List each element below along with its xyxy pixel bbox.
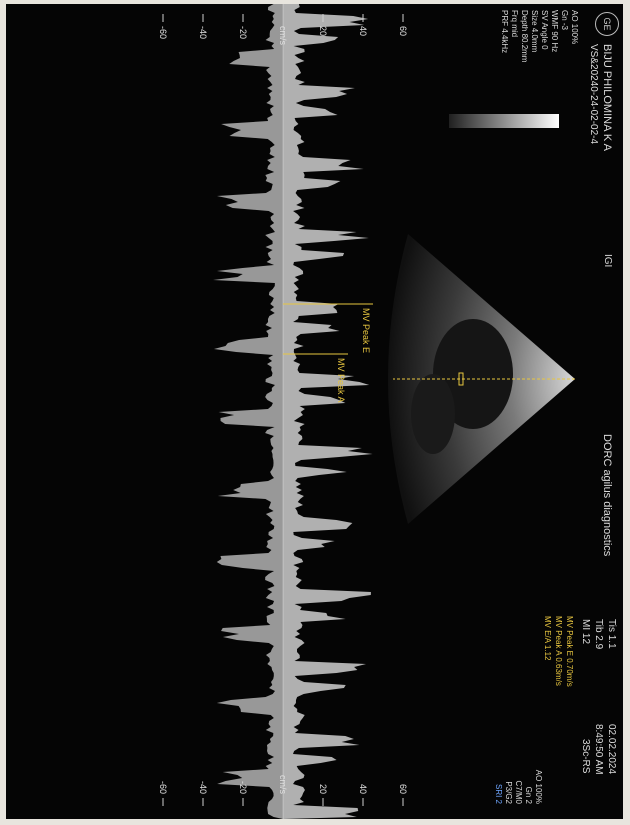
mv-peak-e-label: MV Peak E	[361, 308, 371, 353]
exam-time: 8:49:50 AM	[593, 724, 604, 775]
velocity-scale-left: 60 40 20 -20 -40 -60 cm/s	[158, 14, 408, 45]
param-line: Gn -3	[560, 10, 569, 31]
scale-tick-label: -20	[238, 26, 248, 39]
grayscale-bar	[449, 114, 559, 128]
mi-value: MI 12	[580, 619, 591, 645]
left-parameter-list: AO 100% Gn -3 WMF 90 Hz SV Angle 0 Size …	[499, 10, 579, 62]
clinic-name: DORC agilus diagnostics	[601, 434, 613, 557]
scale-tick-label: -20	[238, 781, 248, 794]
doppler-spectrum: 60 40 20 -20 -40 -60 cm/s 60 40 20 -20 -40 -60 cm/s …	[6, 4, 433, 819]
probe-model: 3Sc-RS	[580, 739, 591, 774]
scale-tick-label: -40	[198, 781, 208, 794]
param-line: PRF 4.4kHz	[500, 10, 509, 54]
echo-sector-image	[383, 214, 583, 544]
tib-value: Tib 2.9	[593, 619, 604, 650]
measurement-mv-peak-a: MV Peak A 0.63m/s	[554, 616, 563, 686]
scale-unit-label: cm/s	[278, 26, 288, 45]
scale-tick-label: 60	[398, 26, 408, 36]
param-line: AO 100%	[534, 769, 543, 804]
param-line: P3/G2	[504, 781, 513, 804]
mv-peak-a-label: MV Peak A	[336, 358, 346, 403]
measurement-list: MV Peak E 0.70m/s MV Peak A 0.63m/s MV E…	[542, 616, 575, 687]
exam-date: 02.02.2024	[606, 724, 617, 775]
tis-value: Tis 1.1	[606, 619, 617, 649]
spectrum-envelope-reverse	[213, 4, 283, 819]
param-line: SV Angle 0	[540, 10, 549, 50]
ultrasound-canvas: GE BIJU PHILOMINA K A VS&20240-24-02-02-…	[6, 4, 623, 819]
scale-unit-label: cm/s	[278, 775, 288, 794]
velocity-scale-right: 60 40 20 -20 -40 -60 cm/s	[158, 775, 408, 806]
scale-tick-label: 20	[318, 26, 328, 36]
measurement-mv-ea: MV E/A 1.12	[543, 616, 552, 661]
param-line: Frq mid	[510, 10, 519, 38]
scale-tick-label: 60	[398, 784, 408, 794]
ge-logo-icon: GE	[595, 12, 619, 36]
chamber-cavity	[411, 374, 455, 454]
param-line: SRI 2	[494, 783, 503, 804]
spectrum-waveform	[213, 4, 373, 819]
param-line: WMF 90 Hz	[550, 10, 559, 53]
param-line: Size 4.0mm	[530, 10, 539, 53]
scale-tick-label: -60	[158, 26, 168, 39]
param-line: AO 100%	[570, 10, 579, 45]
spectrum-envelope-forward	[283, 4, 373, 819]
right-parameter-list: AO 100% Gn 2 C7/M0 P3/G2 SRI 2	[493, 694, 543, 804]
scale-tick-label: 40	[358, 784, 368, 794]
sample-volume-gate	[458, 372, 464, 386]
probe-label: IGI	[602, 254, 613, 268]
measurement-mv-peak-e: MV Peak E 0.70m/s	[565, 616, 574, 687]
patient-name: BIJU PHILOMINA K A	[601, 44, 613, 151]
study-id: VS&20240-24-02-02-4	[588, 44, 599, 145]
scale-tick-label: 20	[318, 784, 328, 794]
scale-tick-label: -40	[198, 26, 208, 39]
param-line: C7/M0	[514, 780, 523, 804]
param-line: Depth 80.2mm	[520, 10, 529, 63]
param-line: Gn 2	[524, 786, 533, 804]
ultrasound-screen: GE BIJU PHILOMINA K A VS&20240-24-02-02-…	[6, 4, 623, 819]
scale-tick-label: -60	[158, 781, 168, 794]
scale-tick-label: 40	[358, 26, 368, 36]
